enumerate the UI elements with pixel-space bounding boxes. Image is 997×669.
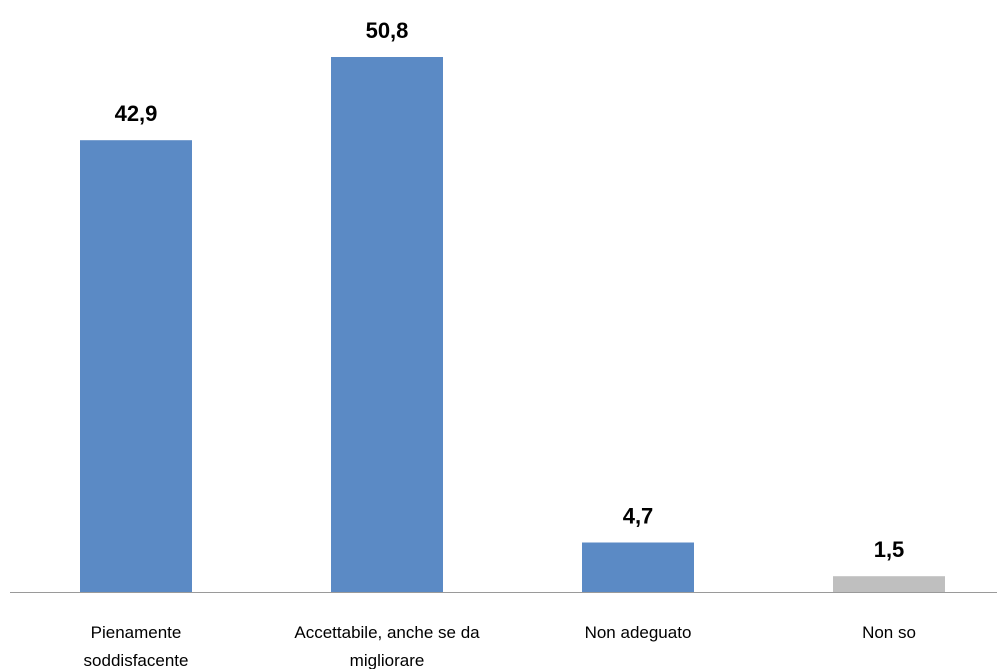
bar-non-adeguato bbox=[582, 542, 694, 592]
category-labels-group: Pienamente soddisfacente Accettabile, anch… bbox=[84, 623, 916, 669]
tick-label-pienamente-soddisfacente: Pienamente soddisfacente bbox=[84, 623, 189, 669]
value-labels-group: 42,9 50,8 4,7 1,5 bbox=[115, 18, 905, 562]
tick-label-accettabile-anche-se-da-migliorare: Accettabile, anche se da migliorare bbox=[294, 623, 480, 669]
tick-label-non-adeguato: Non adeguato bbox=[585, 623, 692, 642]
data-label-pienamente-soddisfacente: 42,9 bbox=[115, 101, 158, 126]
data-label-non-so: 1,5 bbox=[874, 537, 905, 562]
bars-group bbox=[80, 57, 945, 592]
data-label-non-adeguato: 4,7 bbox=[623, 504, 654, 529]
tick-label-non-so: Non so bbox=[862, 623, 916, 642]
data-label-accettabile-anche-se-da-migliorare: 50,8 bbox=[366, 18, 409, 43]
bar-pienamente-soddisfacente bbox=[80, 140, 192, 592]
bar-accettabile-anche-se-da-migliorare bbox=[331, 57, 443, 592]
bar-non-so bbox=[833, 576, 945, 592]
